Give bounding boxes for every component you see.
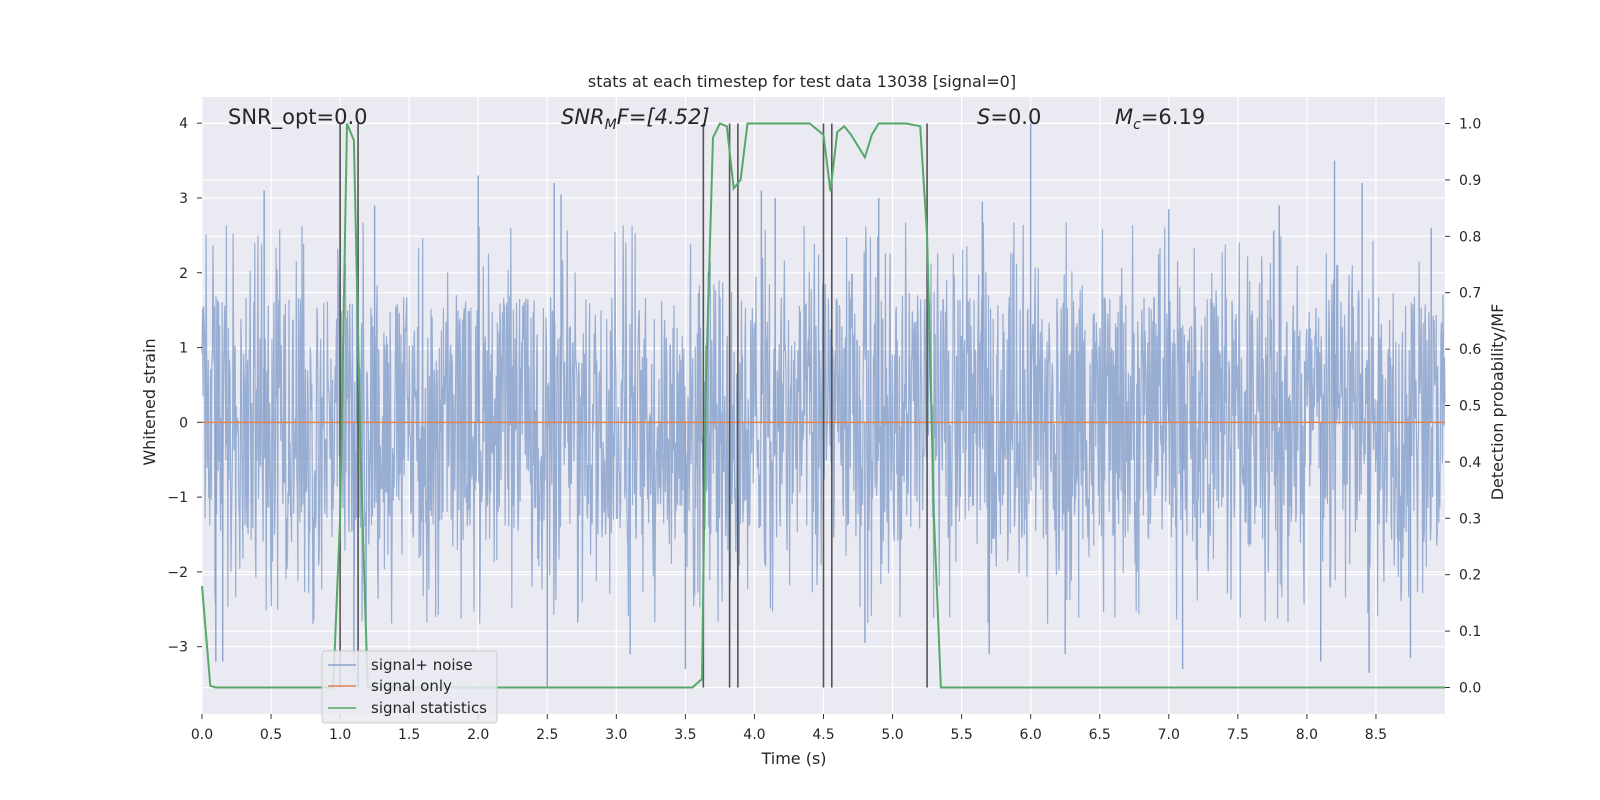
mc-sub: c [1133, 117, 1141, 133]
y-tick-label-right: 0.7 [1459, 286, 1481, 302]
y-ticks-right: 1.0 0.9 0.8 0.7 0.6 0.5 0.4 0.3 0.2 0.1 0.0 [1445, 117, 1481, 696]
y-tick-label-right: 0.9 [1459, 173, 1481, 189]
mc-base: M [1115, 105, 1133, 129]
x-tick-label: 0.0 [191, 727, 213, 743]
legend-label-signal: signal only [371, 677, 452, 695]
y-tick-label-right: 0.8 [1459, 229, 1481, 245]
y-tick-label-left: 3 [179, 191, 188, 207]
snr-mf-base: SNR [561, 105, 605, 129]
x-tick-label: 6.0 [1020, 727, 1042, 743]
y-tick-label-right: 0.3 [1459, 511, 1481, 527]
detection-lines [339, 123, 928, 688]
noise-trace [201, 123, 1446, 688]
y-tick-label-left: 1 [179, 341, 188, 357]
x-tick-label: 7.5 [1227, 727, 1249, 743]
y-tick-label-left: −3 [167, 640, 188, 656]
snr-mf-annotation: SNRMF=[4.52] [561, 105, 710, 133]
s-value: =0.0 [990, 105, 1041, 129]
snr-opt-annotation: SNR_opt=0.0 [228, 105, 368, 130]
y-tick-label-right: 0.0 [1459, 680, 1481, 696]
x-tick-label: 8.5 [1365, 727, 1387, 743]
y-tick-label-left: 0 [179, 415, 188, 431]
y-tick-label-left: 4 [179, 116, 188, 132]
x-tick-label: 8.0 [1296, 727, 1318, 743]
x-ticks: 0.0 0.5 1.0 1.5 2.0 2.5 3.0 3.5 4.0 4.5 5.0 5.5 6.0 6… [191, 714, 1387, 743]
y-tick-label-right: 0.2 [1459, 568, 1481, 584]
y-tick-label-right: 0.4 [1459, 455, 1481, 471]
legend: signal+ noise signal only signal statist… [321, 650, 498, 724]
x-tick-label: 1.0 [329, 727, 351, 743]
mc-annotation: Mc=6.19 [1115, 105, 1205, 133]
legend-label-noise: signal+ noise [371, 656, 473, 674]
snr-mf-rest: F=[4.52] [617, 105, 710, 129]
x-tick-label: 4.5 [812, 727, 834, 743]
y-tick-label-right: 0.6 [1459, 342, 1481, 358]
y-tick-label-left: −1 [167, 490, 188, 506]
y-tick-label-left: 2 [179, 266, 188, 282]
y-tick-label-right: 0.1 [1459, 624, 1481, 640]
signal-statistics-line [201, 122, 1445, 689]
s-label: S [977, 105, 990, 129]
legend-label-stats: signal statistics [371, 699, 487, 717]
x-tick-label: 5.5 [950, 727, 972, 743]
y-tick-label-right: 0.5 [1459, 399, 1481, 415]
x-tick-label: 4.0 [743, 727, 765, 743]
y-ticks-left: 4 3 2 1 0 −1 −2 −3 [167, 116, 202, 656]
legend-box [321, 650, 498, 724]
snr-mf-sub: M [605, 117, 617, 133]
x-tick-label: 2.0 [467, 727, 489, 743]
y-tick-label-right: 1.0 [1459, 117, 1481, 133]
s-annotation: S=0.0 [977, 105, 1041, 129]
mc-value: =6.19 [1141, 105, 1205, 129]
x-tick-label: 7.0 [1158, 727, 1180, 743]
x-tick-label: 5.0 [881, 727, 903, 743]
y-tick-label-left: −2 [167, 565, 188, 581]
x-axis-label: Time (s) [760, 749, 826, 768]
y-axis-label-left: Whitened strain [140, 338, 159, 465]
x-tick-label: 3.5 [674, 727, 696, 743]
chart-title: stats at each timestep for test data 130… [588, 72, 1016, 91]
x-tick-label: 6.5 [1089, 727, 1111, 743]
x-tick-label: 3.0 [605, 727, 627, 743]
y-axis-label-right: Detection probability/MF [1488, 304, 1507, 501]
x-tick-label: 0.5 [260, 727, 282, 743]
x-tick-label: 2.5 [536, 727, 558, 743]
x-tick-label: 1.5 [398, 727, 420, 743]
